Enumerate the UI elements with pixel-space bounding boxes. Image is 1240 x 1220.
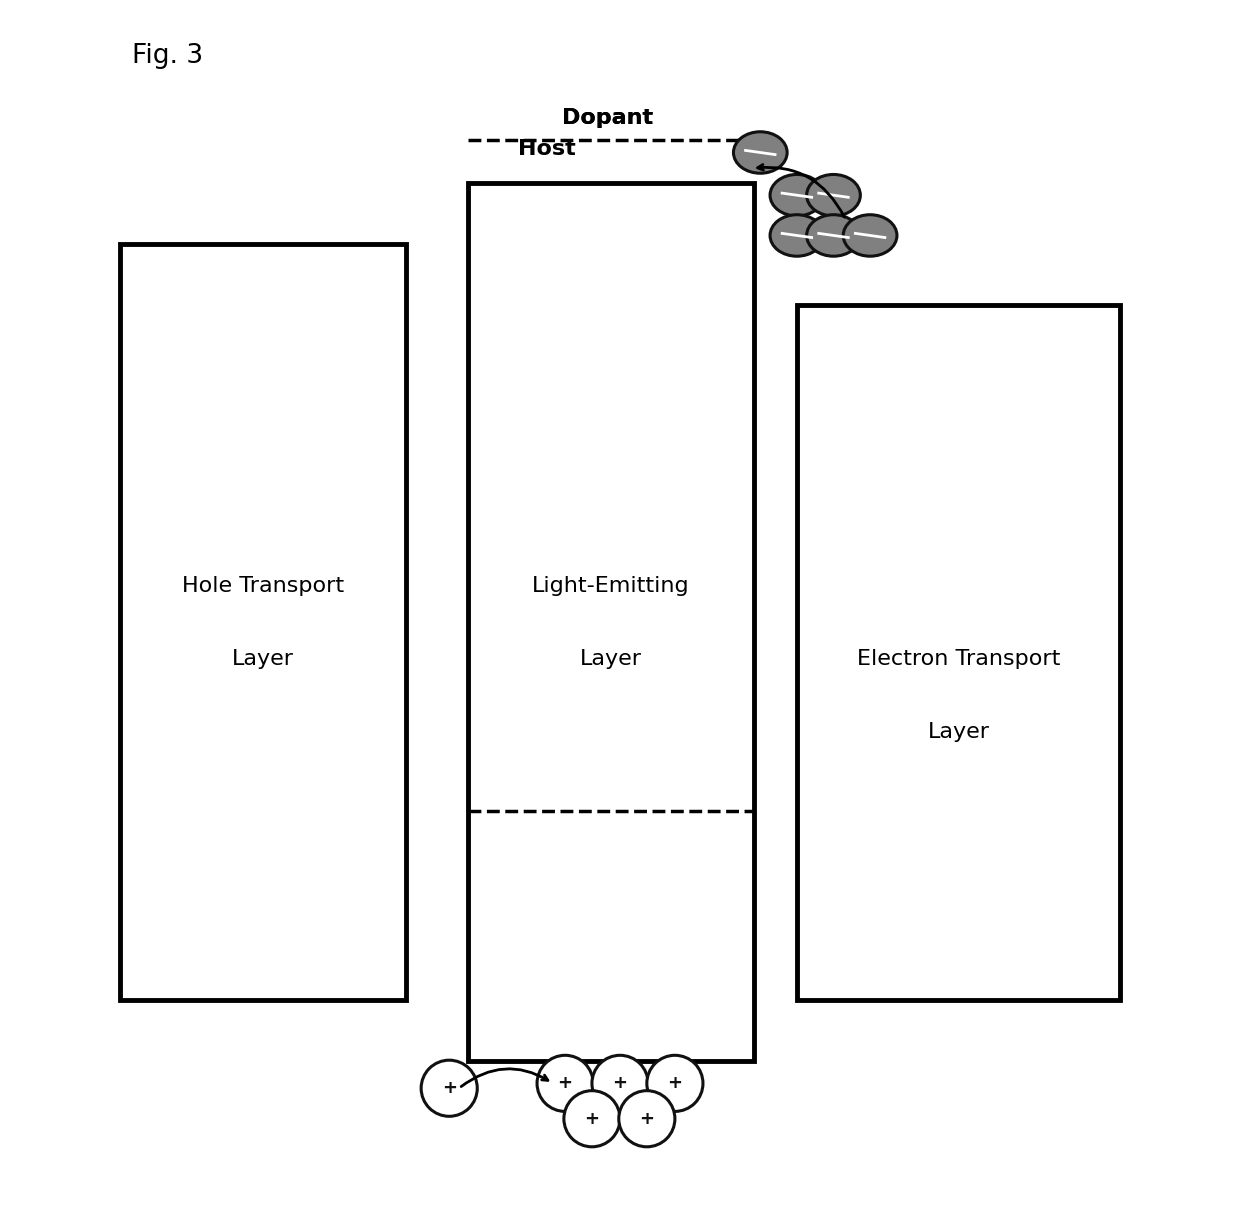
Text: +: + [640, 1110, 655, 1127]
Ellipse shape [843, 215, 897, 256]
Ellipse shape [807, 215, 861, 256]
Text: Layer: Layer [580, 649, 642, 669]
Text: +: + [558, 1075, 573, 1092]
Bar [120, 244, 407, 1000]
Ellipse shape [807, 174, 861, 216]
Ellipse shape [770, 215, 823, 256]
Text: +: + [584, 1110, 599, 1127]
Circle shape [564, 1091, 620, 1147]
Text: Dopant: Dopant [562, 109, 653, 128]
Circle shape [591, 1055, 649, 1111]
Text: Dopant: Dopant [562, 109, 653, 128]
Text: Fig. 3: Fig. 3 [131, 43, 203, 68]
Circle shape [619, 1091, 675, 1147]
Text: Hole Transport: Hole Transport [182, 576, 345, 595]
Circle shape [647, 1055, 703, 1111]
Text: +: + [667, 1075, 682, 1092]
Text: Layer: Layer [928, 722, 990, 742]
Ellipse shape [733, 132, 787, 173]
Text: +: + [613, 1075, 627, 1092]
Text: Host: Host [518, 139, 575, 159]
Text: Light-Emitting: Light-Emitting [532, 576, 689, 595]
Text: Electron Transport: Electron Transport [857, 649, 1060, 669]
Text: Layer: Layer [232, 649, 294, 669]
Circle shape [537, 1055, 593, 1111]
Circle shape [422, 1060, 477, 1116]
Bar [467, 183, 754, 1061]
Ellipse shape [770, 174, 823, 216]
Text: +: + [441, 1080, 456, 1097]
Bar [797, 305, 1120, 1000]
